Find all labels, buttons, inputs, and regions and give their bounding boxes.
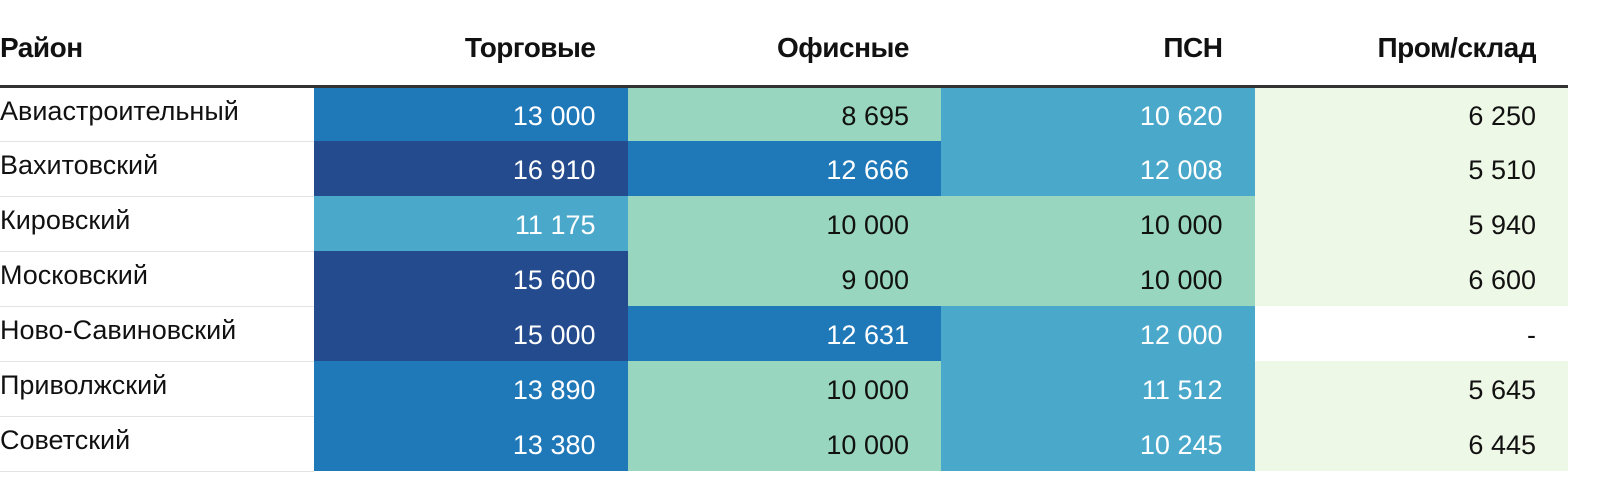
district-name: Вахитовский [0, 141, 314, 197]
district-name: Кировский [0, 196, 314, 252]
industrial-cell: 5 645 [1254, 361, 1568, 416]
industrial-cell: 5 940 [1254, 196, 1568, 251]
column-header-district: Район [0, 0, 314, 88]
district-name: Советский [0, 416, 314, 472]
district-name: Ново-Савиновский [0, 306, 314, 362]
column-header-office: Офисные [627, 0, 941, 88]
table-body: Авиастроительный 13 000 8 695 10 620 6 250 Ва… [0, 86, 1568, 472]
column-header-industrial: Пром/склад [1254, 0, 1568, 88]
office-cell: 10 000 [627, 416, 941, 471]
industrial-cell: 6 600 [1254, 251, 1568, 306]
retail-cell: 16 910 [314, 141, 628, 196]
retail-cell: 11 175 [314, 196, 628, 251]
retail-cell: 13 380 [314, 416, 628, 471]
district-name: Московский [0, 251, 314, 307]
psn-cell: 12 008 [941, 141, 1255, 196]
table-row: Приволжский 13 890 10 000 11 512 5 645 [0, 361, 1568, 417]
table-row: Кировский 11 175 10 000 10 000 5 940 [0, 196, 1568, 252]
office-cell: 12 631 [627, 306, 941, 361]
psn-cell: 10 000 [941, 251, 1255, 306]
psn-cell: 10 000 [941, 196, 1255, 251]
industrial-cell: 6 250 [1254, 86, 1568, 141]
table-row: Авиастроительный 13 000 8 695 10 620 6 250 [0, 86, 1568, 142]
office-cell: 10 000 [627, 361, 941, 416]
table-row: Московский 15 600 9 000 10 000 6 600 [0, 251, 1568, 307]
retail-cell: 15 600 [314, 251, 628, 306]
table-row: Ново-Савиновский 15 000 12 631 12 000- [0, 306, 1568, 362]
psn-cell: 11 512 [941, 361, 1255, 416]
psn-cell: 10 245 [941, 416, 1255, 471]
office-cell: 9 000 [627, 251, 941, 306]
industrial-cell: - [1254, 306, 1568, 361]
office-cell: 8 695 [627, 86, 941, 141]
psn-cell: 12 000 [941, 306, 1255, 361]
office-cell: 10 000 [627, 196, 941, 251]
office-cell: 12 666 [627, 141, 941, 196]
column-header-psn: ПСН [941, 0, 1255, 88]
retail-cell: 13 890 [314, 361, 628, 416]
industrial-cell: 5 510 [1254, 141, 1568, 196]
column-header-retail: Торговые [314, 0, 628, 88]
heatmap-table: Район Торговые Офисные ПСН Пром/склад Ав… [0, 0, 1568, 472]
district-name: Авиастроительный [0, 86, 314, 142]
table-row: Вахитовский 16 910 12 666 12 008 5 510 [0, 141, 1568, 197]
table-row: Советский 13 380 10 000 10 245 6 445 [0, 416, 1568, 472]
industrial-cell: 6 445 [1254, 416, 1568, 471]
retail-cell: 15 000 [314, 306, 628, 361]
psn-cell: 10 620 [941, 86, 1255, 141]
header-row: Район Торговые Офисные ПСН Пром/склад [0, 0, 1568, 88]
district-name: Приволжский [0, 361, 314, 417]
retail-cell: 13 000 [314, 86, 628, 141]
